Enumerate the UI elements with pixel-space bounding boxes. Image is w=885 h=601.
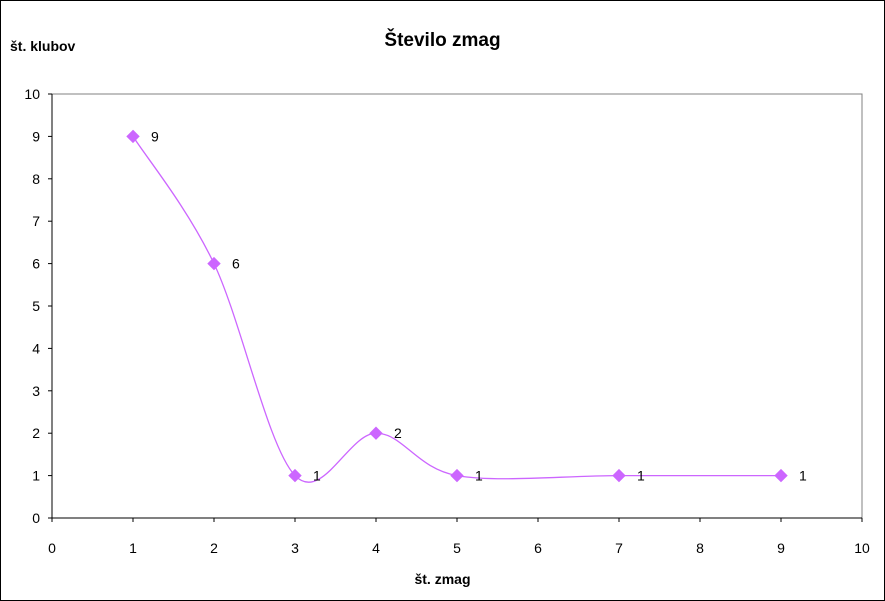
data-point-marker (127, 130, 139, 142)
data-point-marker (451, 470, 463, 482)
y-tick-label: 2 (32, 425, 40, 441)
data-label: 9 (151, 128, 159, 144)
y-tick-label: 4 (32, 340, 40, 356)
series: 9 6 1 2 1 1 1 (127, 128, 807, 483)
x-tick-label: 5 (453, 540, 461, 556)
x-tick-label: 8 (696, 540, 704, 556)
x-tick-label: 0 (48, 540, 56, 556)
x-tick-label: 7 (615, 540, 623, 556)
x-tick-label: 9 (777, 540, 785, 556)
y-tick-label: 10 (24, 86, 40, 102)
y-tick-label: 9 (32, 128, 40, 144)
data-label: 1 (799, 468, 807, 484)
x-tick-label: 1 (129, 540, 137, 556)
data-label: 1 (313, 468, 321, 484)
series-line (133, 136, 781, 482)
axes: 0 1 2 3 4 5 6 7 8 9 10 0 1 2 3 4 5 6 7 8 9 10 (24, 86, 870, 556)
x-tick-label: 3 (291, 540, 299, 556)
data-point-marker (613, 470, 625, 482)
data-point-marker (370, 427, 382, 439)
plot-area (52, 94, 862, 518)
data-point-marker (775, 470, 787, 482)
data-label: 1 (637, 468, 645, 484)
data-label: 2 (394, 425, 402, 441)
x-tick-label: 2 (210, 540, 218, 556)
data-label: 1 (475, 468, 483, 484)
y-tick-label: 0 (32, 510, 40, 526)
y-tick-label: 7 (32, 213, 40, 229)
x-tick-label: 10 (854, 540, 870, 556)
x-tick-label: 6 (534, 540, 542, 556)
y-tick-label: 6 (32, 256, 40, 272)
y-tick-label: 3 (32, 383, 40, 399)
y-tick-label: 8 (32, 171, 40, 187)
y-tick-label: 5 (32, 298, 40, 314)
y-tick-label: 1 (32, 468, 40, 484)
data-label: 6 (232, 256, 240, 272)
data-point-marker (208, 258, 220, 270)
x-tick-label: 4 (372, 540, 380, 556)
